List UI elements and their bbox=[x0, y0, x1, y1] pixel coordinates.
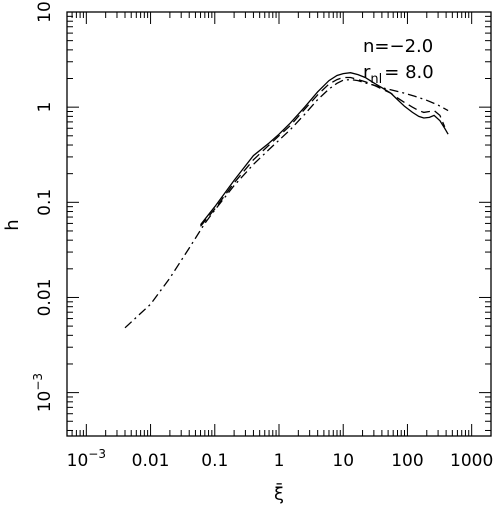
series-line-dashed bbox=[199, 76, 446, 227]
x-tick-label: 0.01 bbox=[132, 451, 170, 471]
x-tick-label-base: 1 bbox=[274, 451, 285, 471]
y-tick-label-base: 0.1 bbox=[35, 189, 55, 216]
x-tick-label: 100 bbox=[391, 451, 423, 471]
x-tick-label: 10 bbox=[332, 451, 354, 471]
y-tick-label: 0.1 bbox=[35, 189, 55, 216]
annotation-r: r bbox=[363, 62, 371, 83]
series-group bbox=[124, 72, 449, 329]
y-tick-label: 0.01 bbox=[35, 279, 55, 317]
x-tick-label: 0.1 bbox=[201, 451, 228, 471]
y-tick-label-base: 10 bbox=[35, 391, 55, 413]
x-tick-label-base: 0.01 bbox=[132, 451, 170, 471]
x-tick-label-base: 10 bbox=[67, 451, 89, 471]
x-tick-label: 1 bbox=[274, 451, 285, 471]
x-tick-label: 1000 bbox=[450, 451, 493, 471]
y-tick-label: 10−3 bbox=[31, 373, 55, 412]
x-tick-label-base: 10 bbox=[332, 451, 354, 471]
y-tick-label: 1 bbox=[35, 102, 55, 113]
series-line-solid bbox=[199, 72, 449, 226]
y-tick-label-exponent: −3 bbox=[31, 373, 45, 391]
y-tick-label-base: 0.01 bbox=[35, 279, 55, 317]
y-tick-label: 10 bbox=[35, 1, 55, 23]
x-axis-label: ξ̄ bbox=[274, 483, 284, 505]
annotation-rnl: rnl = 8.0 bbox=[363, 62, 434, 87]
x-tick-label-base: 1000 bbox=[450, 451, 493, 471]
x-tick-label-exponent: −3 bbox=[88, 447, 106, 461]
y-tick-label-base: 10 bbox=[35, 1, 55, 23]
x-tick-label-base: 100 bbox=[391, 451, 423, 471]
annotation-n: n=−2.0 bbox=[363, 36, 433, 57]
annotation-r-subscript: nl bbox=[370, 72, 382, 87]
x-tick-label-base: 0.1 bbox=[201, 451, 228, 471]
y-tick-label-base: 1 bbox=[35, 102, 55, 113]
tick-marks bbox=[66, 11, 492, 436]
y-axis-label: h bbox=[2, 219, 23, 230]
annotation-r-value: = 8.0 bbox=[384, 62, 433, 83]
x-tick-label: 10−3 bbox=[67, 447, 106, 471]
series-line-dashdot bbox=[124, 78, 449, 329]
